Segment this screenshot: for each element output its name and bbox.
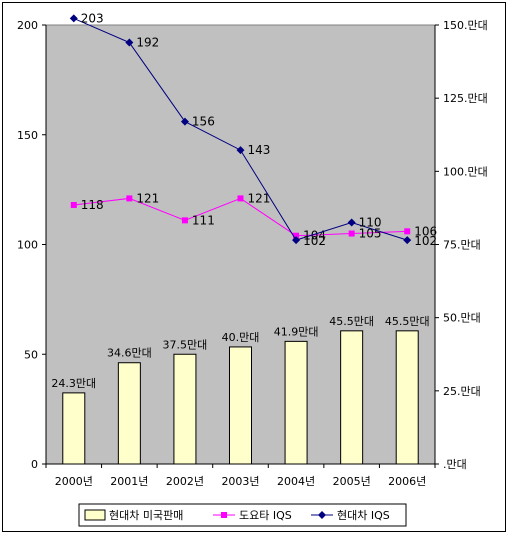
right-tick-label: 125.만대: [443, 92, 488, 105]
x-tick-label: 2006년: [388, 475, 426, 488]
point-data-label: 156: [192, 115, 215, 129]
point-marker: [69, 14, 78, 23]
x-tick-label: 2002년: [166, 475, 204, 488]
bar: [62, 392, 86, 465]
point-data-label: 118: [81, 198, 104, 212]
point-marker: [125, 38, 134, 47]
x-tick-label: 2004년: [277, 475, 315, 488]
legend-label: 도요타 IQS: [239, 509, 292, 522]
left-tick-label: 200: [17, 19, 38, 32]
bar: [117, 362, 141, 465]
bar-data-label: 37.5만대: [163, 338, 208, 351]
legend-marker: [221, 512, 227, 518]
bar: [340, 330, 364, 465]
right-tick-label: .만대: [443, 458, 467, 471]
legend-bar-swatch: [84, 509, 106, 521]
x-tick-label: 2003년: [221, 475, 259, 488]
point-marker: [403, 236, 412, 245]
bar-labels: 24.3만대 34.6만대 37.5만대 40.만대 41.9만대 45.5만대 45.5만…: [51, 315, 429, 390]
point-marker: [404, 228, 411, 235]
bar: [284, 340, 308, 465]
point-data-label: 111: [192, 213, 215, 227]
right-tick-label: 100.만대: [443, 165, 488, 178]
bar: [395, 330, 419, 465]
bar-series: [62, 330, 419, 465]
bar-data-label: 40.만대: [222, 331, 260, 344]
point-data-label: 106: [414, 224, 437, 238]
bar-data-label: 45.5만대: [385, 315, 430, 328]
point-marker: [293, 232, 300, 239]
point-data-label: 110: [359, 216, 382, 230]
bar: [173, 353, 197, 465]
left-tick-label: 100: [17, 239, 38, 252]
right-tick-label: 25.만대: [443, 385, 481, 398]
right-axis-ticks: .만대 25.만대 50.만대 75.만대 100.만대 125.만대 150.만대: [435, 19, 488, 471]
point-data-label: 121: [248, 191, 271, 205]
bar-data-label: 45.5만대: [329, 315, 374, 328]
bar-data-label: 34.6만대: [107, 347, 152, 360]
x-axis-ticks: 2000년 2001년 2002년 2003년 2004년 2005년 2006년: [45, 464, 436, 488]
legend-box: [78, 503, 407, 527]
legend-label: 현대차 IQS: [337, 509, 390, 522]
point-marker: [347, 218, 356, 227]
point-marker: [348, 230, 355, 237]
left-tick-label: 50: [24, 348, 38, 361]
point-marker: [236, 146, 245, 155]
point-data-label: 102: [303, 234, 326, 248]
legend-label: 현대차 미국판매: [109, 509, 183, 522]
bar-data-label: 24.3만대: [51, 377, 96, 390]
left-axis-ticks: 0 50 100 150 200: [17, 19, 46, 471]
bar: [229, 346, 252, 465]
legend: 현대차 미국판매 도요타 IQS 현대차 IQS: [78, 503, 407, 527]
x-tick-label: 2000년: [55, 475, 93, 488]
right-tick-label: 150.만대: [443, 19, 488, 32]
point-marker: [180, 117, 189, 126]
point-marker: [181, 217, 188, 224]
point-marker: [292, 236, 301, 245]
point-marker: [70, 201, 77, 208]
left-tick-label: 150: [17, 129, 38, 142]
x-tick-label: 2005년: [333, 475, 371, 488]
x-tick-label: 2001년: [110, 475, 148, 488]
bar-data-label: 41.9만대: [274, 325, 319, 338]
point-data-label: 192: [136, 36, 159, 50]
point-data-label: 102: [414, 234, 437, 248]
right-tick-label: 75.만대: [443, 239, 481, 252]
legend-marker: [318, 511, 326, 519]
point-data-label: 121: [136, 191, 159, 205]
point-data-label: 203: [81, 11, 104, 25]
point-data-label: 143: [248, 143, 271, 157]
left-tick-label: 0: [31, 458, 38, 471]
point-marker: [237, 195, 244, 202]
point-marker: [126, 195, 133, 202]
right-tick-label: 50.만대: [443, 312, 481, 325]
